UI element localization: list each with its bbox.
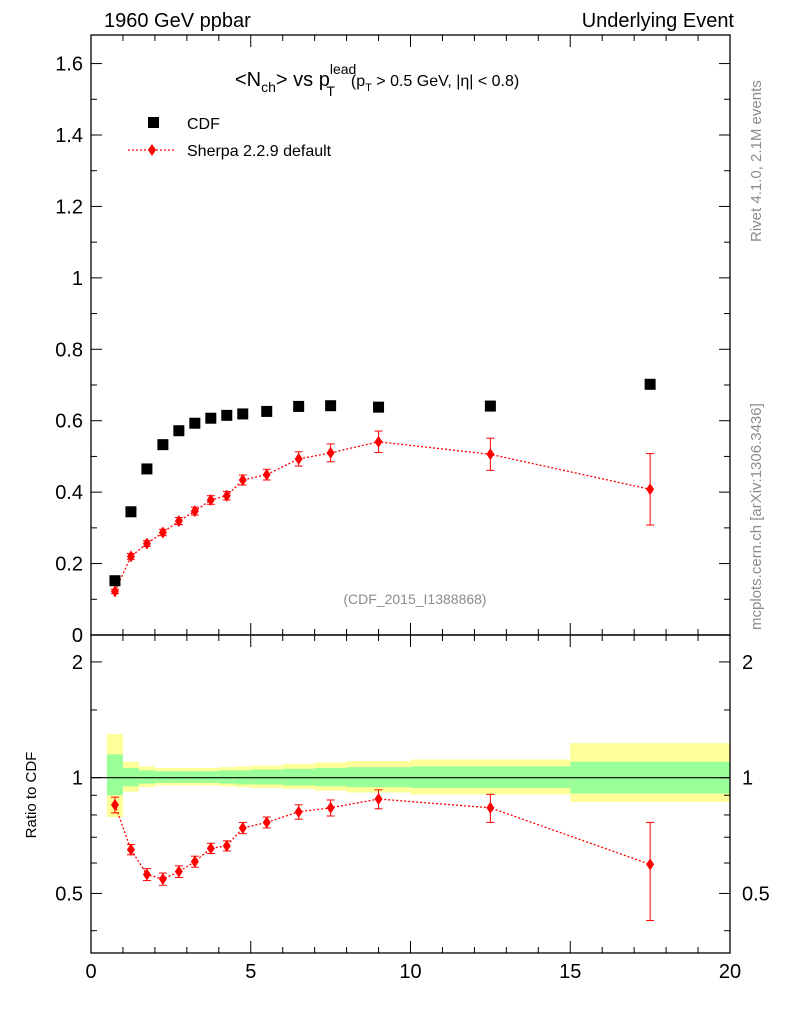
ratio-point xyxy=(206,842,215,855)
x-tick-label: 10 xyxy=(399,961,421,983)
y-tick-label: 0.4 xyxy=(55,482,83,504)
x-tick-label: 0 xyxy=(85,961,96,983)
main-plot: <Nch> vs plead T(pT > 0.5 GeV, |η| < 0.8)… xyxy=(55,34,731,647)
cdf-point xyxy=(157,439,169,451)
ratio-band-inner xyxy=(138,770,155,784)
cdf-point xyxy=(484,400,496,412)
legend: CDF Sherpa 2.2.9 default xyxy=(128,116,332,160)
legend-cdf-marker xyxy=(148,117,159,128)
ratio-point xyxy=(646,858,655,871)
analysis-watermark: (CDF_2015_I1388868) xyxy=(343,591,486,607)
ratio-point xyxy=(262,816,271,829)
x-tick-label: 15 xyxy=(559,961,581,983)
sherpa-point xyxy=(174,515,183,528)
ratio-point xyxy=(326,801,335,814)
y-tick-label: 2 xyxy=(72,652,83,674)
y-tick-label: 0.5 xyxy=(55,883,83,905)
sherpa-point xyxy=(126,550,135,563)
sherpa-point xyxy=(206,494,215,506)
cdf-point xyxy=(189,417,201,429)
cdf-point xyxy=(644,378,656,390)
legend-sherpa-label: Sherpa 2.2.9 default xyxy=(187,143,332,160)
cdf-point xyxy=(205,412,217,424)
legend-cdf-label: CDF xyxy=(187,116,220,133)
y-tick-label: 1.2 xyxy=(55,196,83,218)
y-tick-label: 0.6 xyxy=(55,411,83,433)
y-tick-label-right: 0.5 xyxy=(742,883,770,905)
y-tick-label: 1.6 xyxy=(55,54,83,76)
legend-sherpa-marker xyxy=(148,144,156,156)
ratio-point xyxy=(142,868,151,881)
y-tick-label: 0.8 xyxy=(55,339,83,361)
cdf-point xyxy=(373,401,385,413)
x-tick-label: 20 xyxy=(719,961,741,983)
sherpa-line xyxy=(114,441,651,592)
sherpa-point xyxy=(646,483,655,496)
sherpa-point xyxy=(486,448,495,461)
cdf-point xyxy=(293,400,305,412)
ratio-point xyxy=(110,798,119,811)
header-left: 1960 GeV ppbar xyxy=(104,10,251,32)
main-title: <Nch> vs plead T(pT > 0.5 GeV, |η| < 0.8) xyxy=(235,61,519,99)
ratio-band-inner xyxy=(106,754,123,796)
cdf-point xyxy=(125,506,137,518)
cdf-point xyxy=(261,405,273,417)
y-tick-label-right: 2 xyxy=(742,652,753,674)
sherpa-point xyxy=(374,435,383,448)
cdf-point xyxy=(325,400,337,412)
y-tick-label: 0.2 xyxy=(55,554,83,576)
sherpa-point xyxy=(142,537,151,550)
y-tick-label-right: 1 xyxy=(742,768,753,790)
ratio-point xyxy=(158,873,167,886)
ratio-point xyxy=(126,843,135,856)
cdf-point xyxy=(221,409,233,421)
y-tick-label: 1.4 xyxy=(55,125,83,147)
cdf-point xyxy=(237,408,249,420)
ratio-band-inner xyxy=(186,771,203,783)
ratio-band-inner xyxy=(282,768,315,786)
ratio-band-inner xyxy=(218,770,235,784)
cdf-point xyxy=(173,425,185,437)
sherpa-point xyxy=(294,452,303,465)
x-tick-label: 5 xyxy=(245,961,256,983)
cdf-point xyxy=(109,575,121,587)
sherpa-point xyxy=(190,505,199,518)
ratio-point xyxy=(294,805,303,818)
sherpa-point xyxy=(158,526,167,539)
ratio-band-inner xyxy=(170,771,187,783)
y-tick-label: 0 xyxy=(72,625,83,647)
cdf-point xyxy=(141,463,153,475)
sherpa-point xyxy=(326,446,335,459)
y-tick-label: 1 xyxy=(72,768,83,790)
header-right: Underlying Event xyxy=(581,10,734,32)
y-tick-label: 1 xyxy=(72,268,83,290)
ratio-point xyxy=(238,821,247,834)
ratio-point xyxy=(222,839,231,852)
ratio-band-inner xyxy=(202,771,219,783)
ratio-point xyxy=(374,793,383,806)
sherpa-point xyxy=(262,468,271,481)
ratio-point xyxy=(190,855,199,868)
ratio-band-inner xyxy=(250,769,283,785)
ratio-point xyxy=(174,865,183,878)
ratio-ylabel: Ratio to CDF xyxy=(23,752,40,839)
ratio-plot: Ratio to CDF 0 5 10 15 20 0.5 0.5 1 1 2 2 xyxy=(23,634,770,983)
sherpa-point xyxy=(110,585,119,598)
sherpa-point xyxy=(222,489,231,502)
sherpa-point xyxy=(238,474,247,486)
ratio-band-inner xyxy=(154,771,171,783)
ratio-point xyxy=(486,801,495,814)
